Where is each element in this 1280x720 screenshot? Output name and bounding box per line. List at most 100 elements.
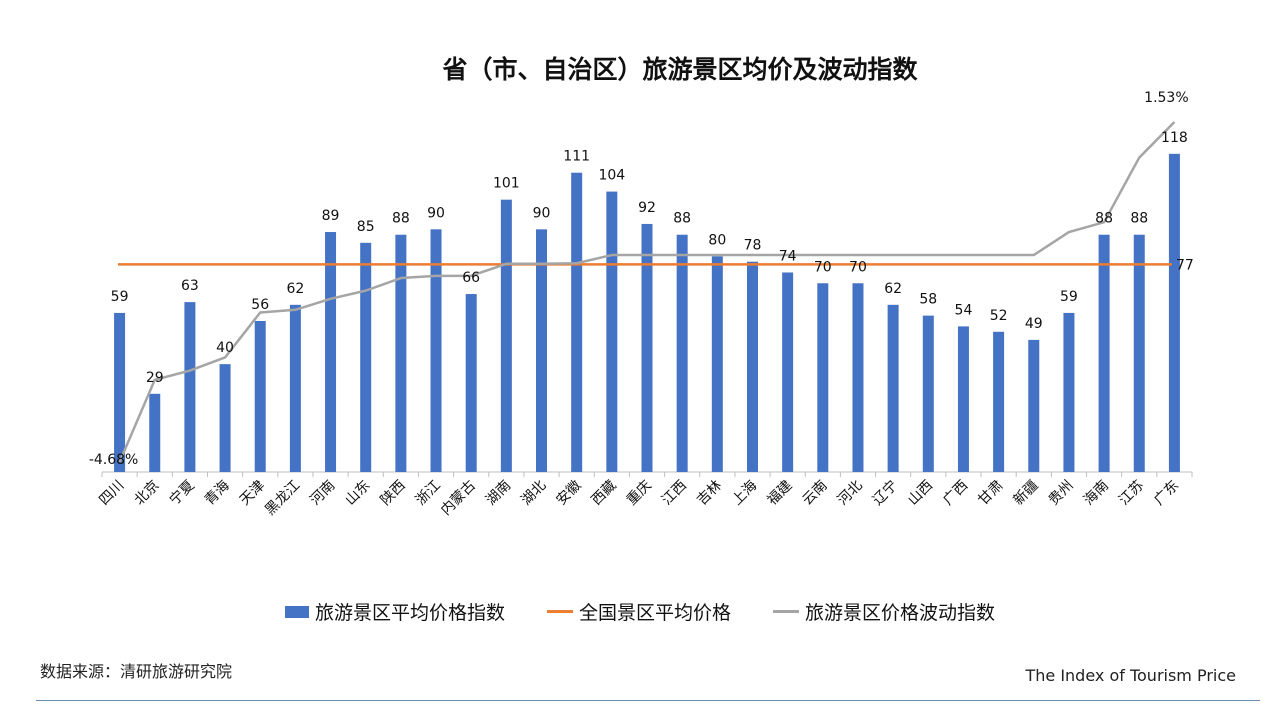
bar-黑龙江 — [289, 304, 301, 472]
bar-value-label: 49 — [1025, 316, 1043, 332]
bar-上海 — [746, 261, 758, 472]
x-tick-label: 甘肃 — [975, 478, 1006, 509]
bar-value-label: 90 — [427, 205, 445, 221]
bar-江苏 — [1133, 234, 1145, 472]
bar-value-label: 29 — [146, 370, 164, 386]
bar-value-label: 59 — [111, 289, 129, 305]
bar-value-label: 104 — [598, 168, 625, 184]
x-tick-label: 山西 — [905, 478, 936, 509]
bar-山西 — [922, 315, 934, 472]
x-tick-label: 陕西 — [378, 478, 409, 509]
x-tick-label: 黑龙江 — [262, 478, 303, 519]
x-tick-label: 河北 — [835, 478, 866, 509]
bar-广东 — [1168, 153, 1180, 472]
bar-福建 — [782, 272, 794, 472]
volatility-line — [118, 121, 1176, 463]
bar-山东 — [360, 242, 372, 472]
bar-value-label: 56 — [251, 297, 269, 313]
bar-value-label: 88 — [392, 211, 410, 227]
bar-吉林 — [711, 256, 723, 472]
x-tick-label: 北京 — [131, 478, 162, 509]
x-tick-label: 天津 — [237, 478, 268, 509]
data-source-note: 数据来源：清研旅游研究院 — [40, 662, 233, 681]
bar-甘肃 — [993, 331, 1005, 472]
bar-value-label: 62 — [884, 281, 902, 297]
legend-swatch-bars — [284, 605, 309, 618]
average-line-label: 77 — [1176, 257, 1194, 273]
x-tick-label: 云南 — [800, 478, 831, 509]
bar-四川 — [114, 312, 126, 472]
x-tick-label: 宁夏 — [166, 477, 198, 509]
bar-value-label: 88 — [1130, 211, 1148, 227]
bar-value-label: 40 — [216, 340, 234, 356]
x-tick-label: 广东 — [1151, 478, 1182, 509]
x-tick-label: 重庆 — [624, 478, 655, 509]
x-tick-label: 江苏 — [1116, 478, 1147, 509]
bar-value-label: 90 — [533, 205, 551, 221]
legend-label-bars: 旅游景区平均价格指数 — [314, 602, 505, 624]
legend-swatch-volatility — [773, 610, 799, 613]
bar-value-label: 58 — [919, 292, 937, 308]
bar-河南 — [325, 232, 337, 472]
bar-江西 — [676, 234, 688, 472]
x-tick-label: 浙江 — [413, 478, 444, 509]
x-tick-label: 湖南 — [483, 478, 514, 509]
x-tick-label: 新疆 — [1010, 478, 1041, 509]
bar-云南 — [817, 283, 829, 472]
legend-item-bars[interactable]: 旅游景区平均价格指数 — [284, 598, 505, 625]
legend-label-average: 全国景区平均价格 — [578, 602, 731, 624]
bar-陕西 — [395, 234, 407, 472]
bar-青海 — [219, 364, 231, 472]
bar-value-label: 74 — [779, 248, 797, 264]
x-tick-label: 江西 — [659, 478, 690, 509]
footer-divider — [36, 700, 1260, 701]
x-tick-label: 湖北 — [518, 478, 549, 509]
x-tick-label: 山东 — [342, 478, 373, 509]
bar-value-label: 70 — [849, 259, 867, 275]
x-tick-label: 安徽 — [553, 478, 584, 509]
bar-value-label: 78 — [744, 238, 762, 254]
x-tick-label: 海南 — [1081, 478, 1112, 509]
bar-宁夏 — [184, 302, 196, 472]
bar-value-label: 85 — [357, 219, 375, 235]
x-tick-label: 辽宁 — [869, 477, 901, 509]
brand-caption: The Index of Tourism Price — [1025, 666, 1236, 685]
x-tick-label: 福建 — [764, 478, 795, 509]
x-tick-label: 上海 — [729, 478, 760, 509]
bar-天津 — [254, 321, 266, 472]
bar-辽宁 — [887, 304, 899, 472]
bar-value-label: 63 — [181, 278, 199, 294]
bar-value-label: 118 — [1161, 130, 1188, 146]
volatility-last-label: 1.53% — [1144, 90, 1188, 106]
bar-value-label: 89 — [322, 208, 340, 224]
legend-item-volatility[interactable]: 旅游景区价格波动指数 — [773, 598, 995, 625]
volatility-first-label: -4.68% — [89, 452, 139, 468]
bar-value-label: 62 — [286, 281, 304, 297]
bar-value-label: 80 — [708, 232, 726, 248]
bar-value-label: 59 — [1060, 289, 1078, 305]
bar-value-label: 92 — [638, 200, 656, 216]
bar-重庆 — [641, 223, 653, 472]
chart-title: 省（市、自治区）旅游景区均价及波动指数 — [442, 55, 918, 84]
bar-浙江 — [430, 229, 442, 472]
x-tick-label: 四川 — [96, 478, 127, 509]
x-tick-label: 青海 — [202, 478, 233, 509]
bar-value-label: 70 — [814, 259, 832, 275]
bar-安徽 — [571, 172, 583, 472]
bar-value-label: 111 — [563, 149, 590, 165]
legend-item-average[interactable]: 全国景区平均价格 — [546, 598, 731, 625]
bar-value-label: 54 — [955, 302, 973, 318]
bar-value-label: 88 — [1095, 211, 1113, 227]
legend-label-volatility: 旅游景区价格波动指数 — [805, 602, 996, 624]
bar-湖北 — [536, 229, 548, 472]
x-tick-label: 河南 — [307, 478, 338, 509]
chart-legend: 旅游景区平均价格指数 全国景区平均价格 旅游景区价格波动指数 — [0, 598, 1280, 625]
x-tick-label: 西藏 — [589, 478, 620, 509]
bar-湖南 — [500, 199, 512, 472]
bar-内蒙古 — [465, 294, 477, 472]
bar-value-label: 66 — [462, 270, 480, 286]
x-tick-label: 广西 — [940, 478, 971, 509]
x-tick-label: 吉林 — [694, 478, 725, 509]
bar-新疆 — [1028, 339, 1040, 472]
bar-value-label: 101 — [493, 176, 520, 192]
